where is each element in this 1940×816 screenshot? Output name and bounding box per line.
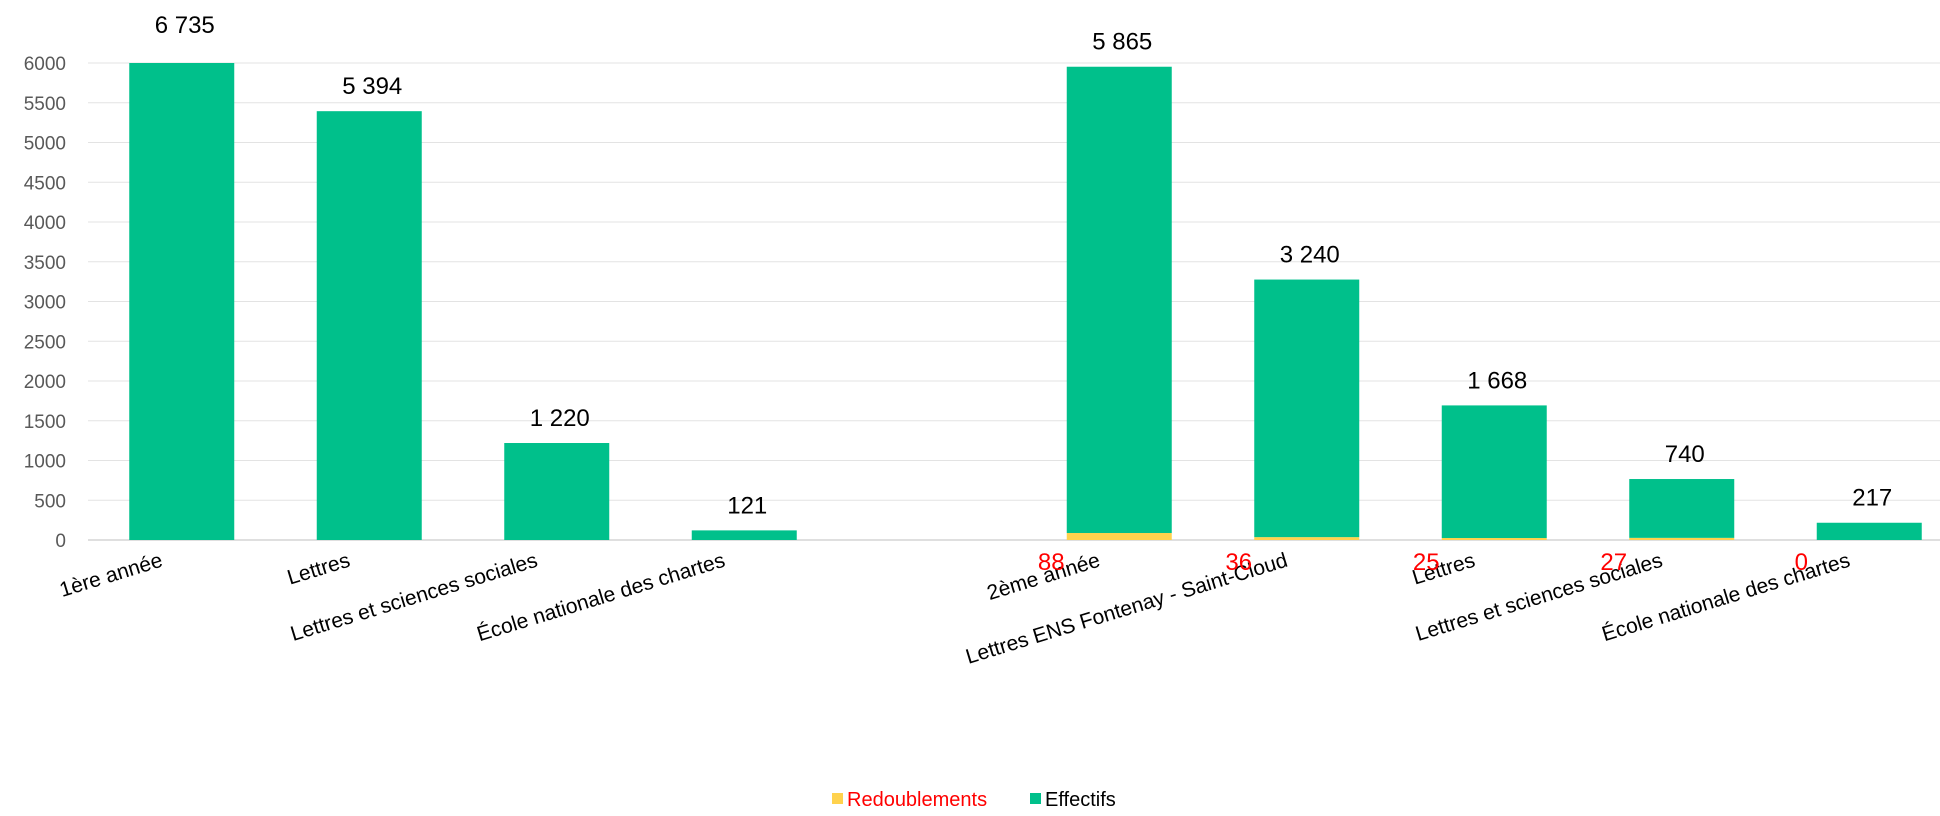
y-tick-label: 3500 (24, 253, 66, 274)
data-labels: 6 735 5 394 1 220 121 5 865 88 3 240 36 1 668 25 7… (155, 12, 1893, 576)
bars (129, 63, 1922, 540)
bar-effectifs (1629, 479, 1735, 538)
data-label-effectifs: 5 865 (1092, 29, 1152, 56)
data-label-effectifs: 217 (1852, 485, 1892, 512)
y-tick-label: 1000 (24, 452, 66, 473)
legend-label: Effectifs (1045, 789, 1116, 811)
data-label-effectifs: 1 668 (1467, 367, 1527, 394)
data-label-redoublements: 88 (1038, 549, 1065, 576)
y-tick-label: 4500 (24, 173, 66, 194)
data-label-effectifs: 5 394 (342, 73, 402, 100)
y-tick-label: 6000 (24, 54, 66, 75)
data-label-effectifs: 6 735 (155, 12, 215, 39)
data-label-effectifs: 121 (727, 492, 767, 519)
y-axis-ticks: 0 500 1000 1500 2000 2500 3000 3500 4000 4500 5000… (24, 54, 66, 552)
bar-effectifs (1254, 279, 1360, 538)
legend-swatch (832, 793, 843, 804)
legend-label: Redoublements (847, 789, 987, 811)
bar-effectifs (1441, 405, 1547, 539)
legend-swatch (1030, 793, 1041, 804)
legend: Redoublements Effectifs (832, 789, 1116, 811)
data-label-redoublements: 0 (1795, 549, 1808, 576)
y-tick-label: 5500 (24, 94, 66, 115)
bar-effectifs (691, 530, 797, 540)
bar-redoublements (1629, 537, 1735, 540)
y-tick-label: 1500 (24, 412, 66, 433)
bar-effectifs (316, 111, 422, 540)
category-label: Lettres (285, 549, 353, 590)
y-tick-label: 2000 (24, 372, 66, 393)
bar-effectifs (504, 443, 610, 540)
y-tick-label: 3000 (24, 293, 66, 314)
data-label-effectifs: 740 (1665, 441, 1705, 468)
data-label-redoublements: 36 (1225, 549, 1252, 576)
bar-effectifs (1066, 66, 1172, 534)
bar-effectifs (1816, 522, 1922, 540)
y-tick-label: 0 (55, 531, 66, 552)
data-label-redoublements: 25 (1413, 549, 1440, 576)
category-label: 1ère année (57, 549, 165, 602)
bar-redoublements (1066, 533, 1172, 540)
data-label-effectifs: 3 240 (1280, 242, 1340, 269)
y-tick-label: 500 (34, 491, 66, 512)
y-tick-label: 2500 (24, 332, 66, 353)
bar-redoublements (1254, 537, 1360, 540)
bar-redoublements (1441, 538, 1547, 540)
y-tick-label: 5000 (24, 134, 66, 155)
y-tick-label: 4000 (24, 213, 66, 234)
bar-effectifs (129, 63, 235, 540)
data-label-effectifs: 1 220 (530, 405, 590, 432)
data-label-redoublements: 27 (1600, 549, 1627, 576)
